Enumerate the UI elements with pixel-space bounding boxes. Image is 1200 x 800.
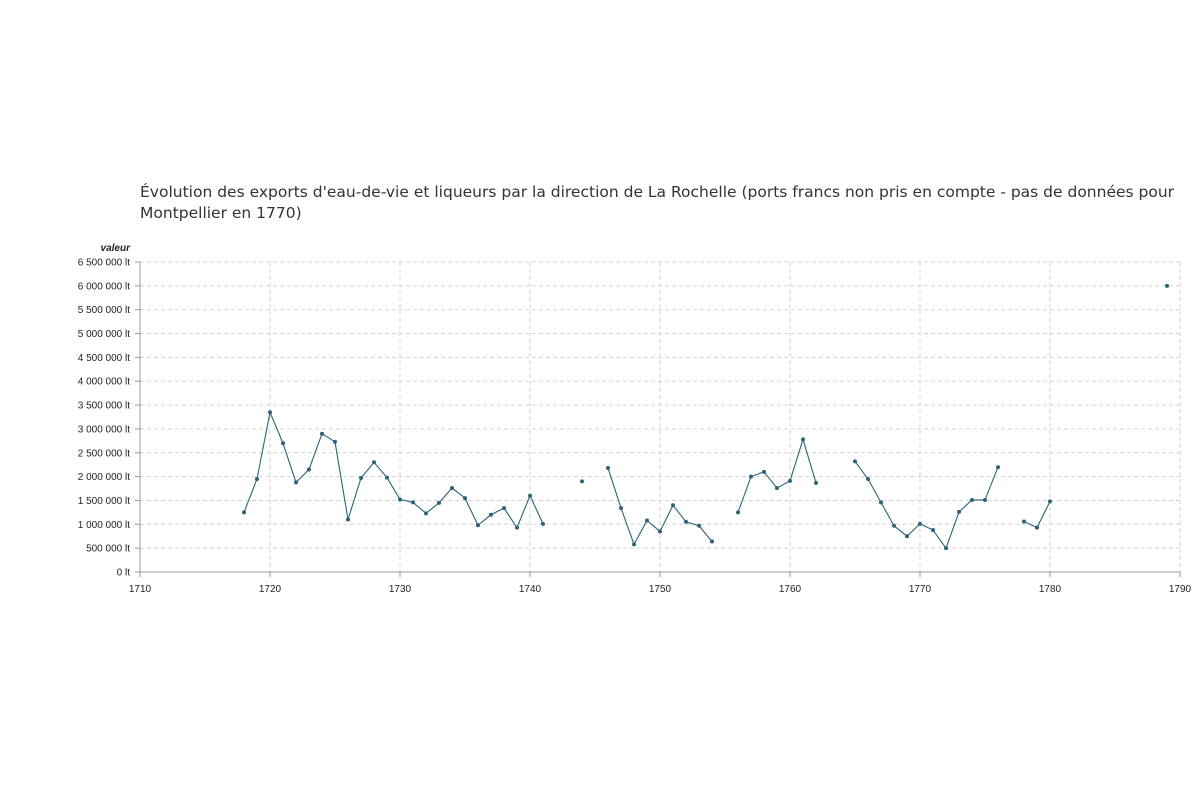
data-point[interactable] [411,500,415,505]
data-point[interactable] [489,512,493,517]
data-point[interactable] [437,500,441,505]
data-point[interactable] [970,497,974,502]
data-point[interactable] [684,519,688,524]
data-point[interactable] [463,496,467,501]
data-point[interactable] [528,493,532,498]
data-point[interactable] [710,539,714,544]
data-point[interactable] [281,441,285,446]
y-tick-label: 500 000 lt [86,544,130,555]
data-point[interactable] [983,497,987,502]
data-point[interactable] [619,506,623,511]
data-point[interactable] [359,476,363,481]
y-tick-label: 3 500 000 lt [78,401,130,412]
chart-title: Évolution des exports d'eau-de-vie et li… [140,183,1175,222]
data-point[interactable] [905,534,909,539]
data-point[interactable] [879,500,883,505]
y-tick-label: 6 500 000 lt [78,258,130,269]
data-point[interactable] [606,466,610,471]
data-point[interactable] [931,528,935,533]
y-tick-label: 1 500 000 lt [78,496,130,507]
data-point[interactable] [775,486,779,491]
x-tick-label: 1790 [1169,584,1192,595]
x-tick-label: 1780 [1039,584,1062,595]
data-point[interactable] [801,437,805,442]
x-tick-label: 1770 [909,584,932,595]
data-point[interactable] [788,478,792,483]
x-tick-label: 1740 [519,584,542,595]
y-tick-label: 1 000 000 lt [78,520,130,531]
x-tick-label: 1730 [389,584,412,595]
data-point[interactable] [1022,519,1026,524]
data-point[interactable] [515,525,519,530]
y-tick-label: 5 000 000 lt [78,329,130,340]
grid [139,261,1181,573]
series-line [243,410,544,529]
y-tick-label: 3 000 000 lt [78,424,130,435]
y-tick-label: 4 000 000 lt [78,377,130,388]
data-point[interactable] [944,546,948,551]
data-point[interactable] [671,503,675,508]
data-point[interactable] [372,460,376,465]
data-point[interactable] [255,477,259,481]
data-point[interactable] [424,511,428,516]
data-point[interactable] [658,529,662,534]
x-tick-label: 1710 [129,584,152,595]
data-point[interactable] [1165,283,1169,288]
data-point[interactable] [320,431,324,436]
y-tick-label: 0 lt [117,568,131,579]
data-point[interactable] [476,523,480,528]
data-point[interactable] [385,475,389,480]
data-point[interactable] [307,467,311,472]
data-point[interactable] [736,510,740,515]
x-tick-label: 1750 [649,584,672,595]
y-tick-label: 2 500 000 lt [78,448,130,459]
x-tick-label: 1760 [779,584,802,595]
y-tick-label: 6 000 000 lt [78,281,130,292]
data-point[interactable] [762,469,766,474]
y-tick-label: 2 000 000 lt [78,472,130,483]
data-point[interactable] [502,506,506,511]
data-point[interactable] [645,518,649,523]
data-point[interactable] [697,523,701,528]
series-line [1023,501,1051,529]
axes: 0 lt 500 000 lt 1 000 000 lt 1 500 000 lt 2 … [78,258,1192,596]
y-axis-title: valeur [101,243,132,254]
data-point[interactable] [957,509,961,514]
series-layer [242,283,1169,551]
y-tick-label: 4 500 000 lt [78,353,130,364]
data-point[interactable] [866,477,870,481]
data-point[interactable] [346,517,350,522]
data-point[interactable] [268,410,272,415]
data-point[interactable] [398,497,402,502]
data-point[interactable] [333,439,337,444]
data-point[interactable] [580,479,584,484]
data-point[interactable] [749,474,753,479]
data-point[interactable] [1035,525,1039,530]
data-point[interactable] [450,486,454,491]
data-point[interactable] [853,459,857,464]
data-point[interactable] [632,542,636,547]
data-point[interactable] [996,465,1000,470]
series-line [854,461,999,550]
data-point[interactable] [918,521,922,526]
y-tick-label: 5 500 000 lt [78,305,130,316]
data-point[interactable] [892,523,896,528]
data-point[interactable] [294,480,298,485]
data-point[interactable] [242,510,246,515]
data-point[interactable] [1048,499,1052,504]
data-point[interactable] [814,480,818,485]
data-point[interactable] [541,521,545,526]
x-tick-label: 1720 [259,584,282,595]
